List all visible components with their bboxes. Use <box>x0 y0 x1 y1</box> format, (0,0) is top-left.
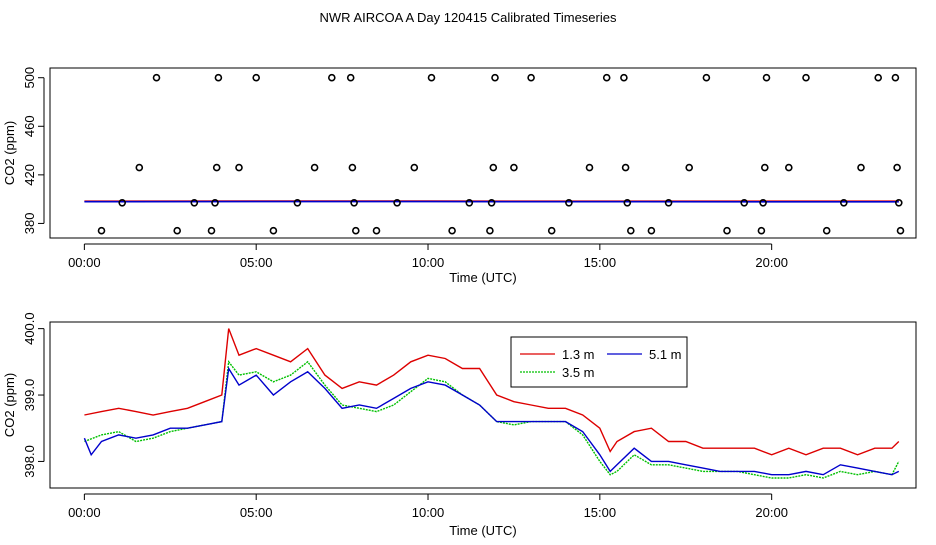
data-point <box>894 165 900 171</box>
data-point <box>587 165 593 171</box>
data-point <box>348 75 354 81</box>
x-axis-label: Time (UTC) <box>449 523 516 538</box>
legend-label-5-1m: 5.1 m <box>649 347 682 362</box>
panel-tower-levels: 00:00 05:00 10:00 15:00 20:00 398.0 399.0 400.… <box>2 312 916 538</box>
data-point <box>762 165 768 171</box>
data-point <box>623 165 629 171</box>
y-axis-label: CO2 (ppm) <box>2 121 17 185</box>
y-axis: 380 420 460 500 <box>22 67 44 234</box>
data-point <box>858 165 864 171</box>
series-line-5-1-m <box>84 369 898 475</box>
y-tick-label: 399.0 <box>22 379 37 412</box>
data-point <box>215 75 221 81</box>
series-group <box>84 201 898 202</box>
series-group <box>84 329 898 478</box>
data-point <box>490 165 496 171</box>
x-tick-label: 10:00 <box>412 255 445 270</box>
x-tick-label: 15:00 <box>584 255 617 270</box>
data-point <box>703 75 709 81</box>
data-point <box>892 75 898 81</box>
x-tick-label: 05:00 <box>240 255 273 270</box>
x-tick-label: 20:00 <box>755 255 788 270</box>
data-point <box>511 165 517 171</box>
data-point <box>487 228 493 234</box>
x-tick-label: 15:00 <box>584 505 617 520</box>
data-point <box>154 75 160 81</box>
data-point <box>374 228 380 234</box>
data-point <box>898 228 904 234</box>
y-tick-label: 420 <box>22 164 37 186</box>
data-point <box>628 228 634 234</box>
data-point <box>429 75 435 81</box>
data-point <box>270 228 276 234</box>
data-point <box>99 228 105 234</box>
series-line-1-3-m <box>84 329 898 455</box>
figure-title: NWR AIRCOA A Day 120415 Calibrated Times… <box>320 10 617 25</box>
x-tick-label: 10:00 <box>412 505 445 520</box>
data-point <box>648 228 654 234</box>
x-axis: 00:00 05:00 10:00 15:00 20:00 <box>68 244 788 270</box>
series-line-3-5-m <box>84 362 898 478</box>
data-point <box>724 228 730 234</box>
data-point <box>528 75 534 81</box>
data-point <box>492 75 498 81</box>
data-point <box>549 228 555 234</box>
y-axis-label: CO2 (ppm) <box>2 373 17 437</box>
data-point <box>786 165 792 171</box>
data-point <box>604 75 610 81</box>
data-point <box>686 165 692 171</box>
y-tick-label: 400.0 <box>22 312 37 345</box>
data-point <box>209 228 215 234</box>
data-point <box>449 228 455 234</box>
data-point <box>214 165 220 171</box>
y-tick-label: 460 <box>22 115 37 137</box>
data-point <box>353 228 359 234</box>
data-point <box>174 228 180 234</box>
data-point <box>236 165 242 171</box>
panel-frame <box>50 68 916 238</box>
x-tick-label: 00:00 <box>68 505 101 520</box>
data-point <box>253 75 259 81</box>
data-point <box>621 75 627 81</box>
x-axis: 00:00 05:00 10:00 15:00 20:00 <box>68 494 788 520</box>
legend: 1.3 m 5.1 m 3.5 m <box>511 337 687 387</box>
y-axis: 398.0 399.0 400.0 <box>22 312 44 477</box>
data-point <box>411 165 417 171</box>
data-point <box>349 165 355 171</box>
legend-box <box>511 337 687 387</box>
y-tick-label: 380 <box>22 213 37 235</box>
x-tick-label: 00:00 <box>68 255 101 270</box>
data-point <box>803 75 809 81</box>
panel-frame <box>50 322 916 488</box>
data-point <box>312 165 318 171</box>
data-point <box>764 75 770 81</box>
legend-label-3-5m: 3.5 m <box>562 365 595 380</box>
data-point <box>824 228 830 234</box>
data-point <box>758 228 764 234</box>
y-tick-label: 500 <box>22 67 37 89</box>
y-tick-label: 398.0 <box>22 445 37 478</box>
x-axis-label: Time (UTC) <box>449 270 516 285</box>
legend-label-1-3m: 1.3 m <box>562 347 595 362</box>
x-tick-label: 05:00 <box>240 505 273 520</box>
data-point <box>875 75 881 81</box>
panel-all-points: 00:00 05:00 10:00 15:00 20:00 380 420 460 500 T… <box>2 67 916 285</box>
x-tick-label: 20:00 <box>755 505 788 520</box>
data-point <box>329 75 335 81</box>
points-group <box>99 75 904 234</box>
data-point <box>136 165 142 171</box>
